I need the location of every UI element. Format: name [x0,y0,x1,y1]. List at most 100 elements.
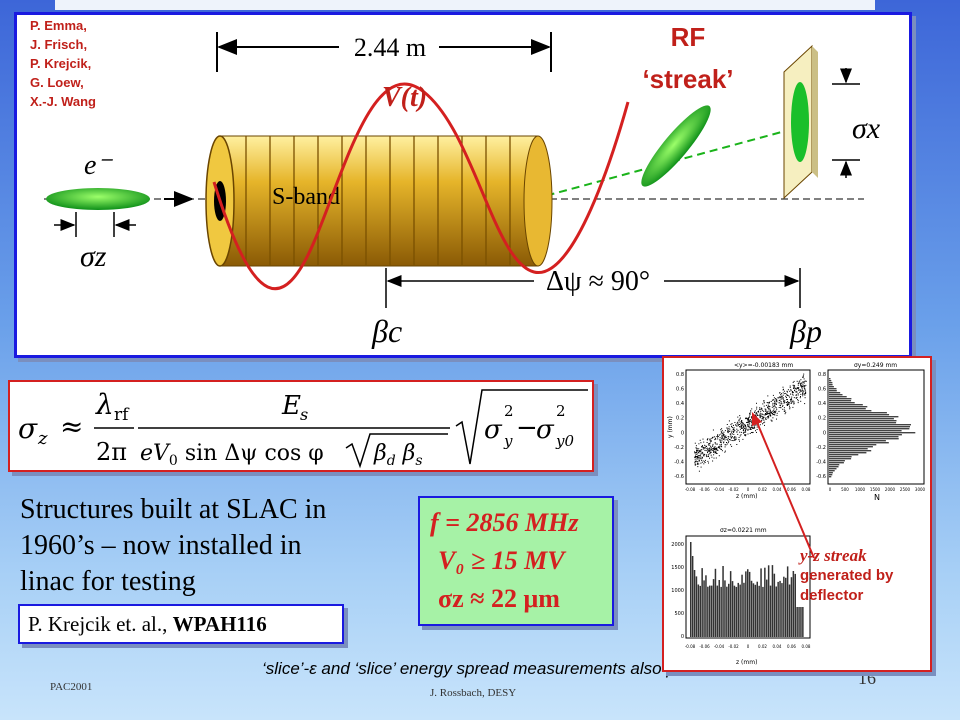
scatter-point [775,410,777,412]
scatter-point [755,413,757,415]
scatter-point [802,386,804,388]
scatter-point [804,394,806,396]
scatter-point [694,463,696,465]
page-number: 16 [858,668,876,688]
annotation-arrow [755,419,815,559]
histogram-bar [760,568,762,637]
scatter-point [740,421,742,423]
histogram-bar [829,430,902,432]
tick-label: 500 [674,611,684,617]
tick-label: -0.6 [674,474,684,480]
z-histogram-bars [690,542,804,637]
scatter-point [761,409,763,411]
scatter-point [761,408,763,410]
scatter-point [767,411,769,413]
scatter-point [740,434,742,436]
scatter-point [710,449,712,451]
histogram-bar [798,607,800,637]
scatter-point [772,413,773,414]
scatter-point [733,431,735,433]
scatter-point [728,430,730,432]
streak-label: ‘streak’ [642,64,733,94]
scatter-point [695,454,697,455]
scatter-point [781,393,782,395]
scatter-point [748,417,750,419]
scatter-point [780,401,782,403]
scatter-point [784,400,786,402]
scatter-point [793,386,795,388]
scatter-point [793,397,795,399]
scatter-point [707,450,709,452]
scatter-point [782,394,784,396]
scatter-point [802,376,804,378]
histogram-bar [800,607,802,637]
scatter-point [712,436,714,438]
scatter-point [795,390,797,392]
scatter-point [703,453,705,455]
scatter-point [733,429,735,431]
scatter-point [802,381,804,383]
tick-label: 1000 [671,588,684,594]
scatter-point [787,389,789,391]
scatter-point [767,413,769,415]
scatter-point [784,410,786,412]
scatter-point [804,388,806,390]
scatter-point [773,414,775,415]
scatter-point [721,430,723,432]
scatter-point [757,414,759,416]
scatter-point [748,419,750,420]
scatter-point [760,408,762,410]
scatter-point [800,382,802,384]
scatter-point [721,428,723,430]
scatter-point [789,399,791,400]
histogram-bar [745,571,747,637]
scatter-point [792,381,794,383]
histogram-bar [829,396,847,398]
scatter-point [800,396,801,397]
scatter-point [734,438,736,440]
scatter-point [699,450,701,451]
scatter-point [709,449,711,451]
scatter-point [720,445,722,447]
tick-label: 2000 [671,542,684,548]
scatter-point [696,456,698,457]
scatter-point [697,466,699,468]
scatter-point [776,412,778,414]
scatter-point [776,408,778,410]
scatter-point [765,413,767,415]
scatter-point [718,446,720,448]
rf-label: RF [671,22,706,52]
scatter-point [805,392,807,394]
scatter-point [719,446,721,448]
scatter-point [721,432,723,434]
scatter-point [764,410,766,412]
scatter-point [699,454,701,456]
scatter-point [716,448,718,450]
scatter-point [701,452,703,454]
histogram-bar [750,580,753,637]
scatter-point [739,435,741,437]
scatter-point [771,412,772,414]
top-strip [55,0,875,10]
scatter-point [743,425,745,427]
scatter-point [798,388,800,390]
histogram-bar [714,568,717,637]
scatter-point [711,449,713,451]
scatter-point [798,390,800,391]
scatter-point [747,429,749,431]
scatter-point [801,388,803,390]
scatter-point [696,450,698,451]
scatter-point [713,446,715,448]
scatter-point [763,402,765,404]
scatter-point [696,450,698,452]
scatter-point [795,394,797,396]
scatter-point [709,441,711,443]
scatter-point [741,422,743,424]
scatter-point [794,387,796,389]
scatter-point [734,430,736,431]
histogram-bar [712,579,715,637]
histogram-bar [707,586,709,637]
scatter-point [737,433,739,435]
scatter-point [715,451,717,453]
scatter-point [762,423,763,425]
